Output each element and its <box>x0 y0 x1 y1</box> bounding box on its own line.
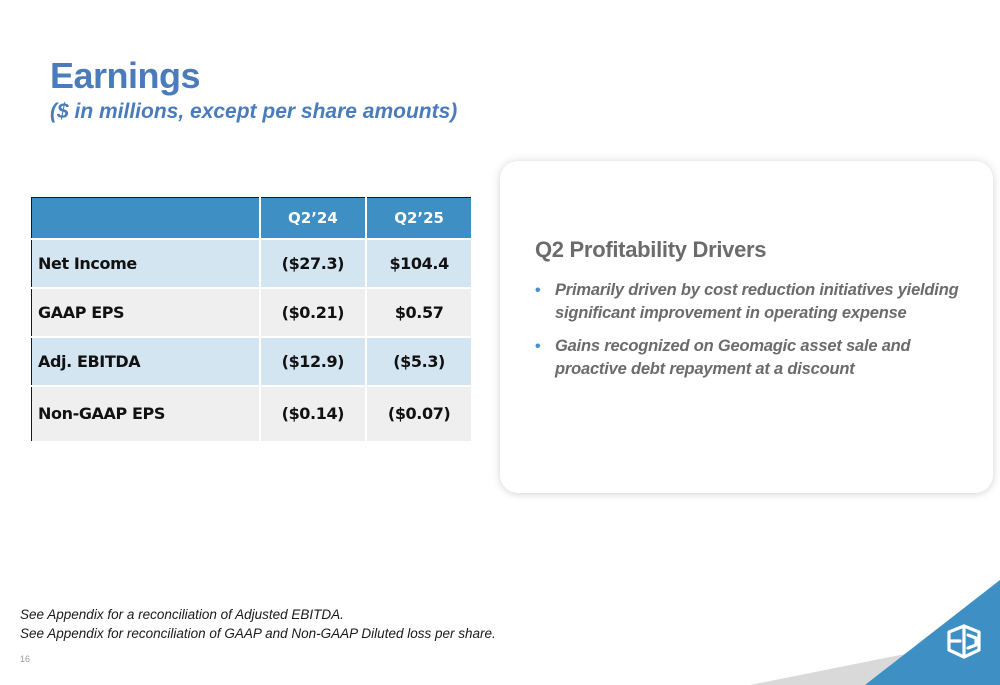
bullet-icon: • <box>535 338 541 355</box>
table-row: Net Income ($27.3) $104.4 <box>31 238 473 289</box>
corner-decoration <box>750 580 1000 685</box>
row-label: Net Income <box>31 238 261 289</box>
driver-text: Gains recognized on Geomagic asset sale … <box>555 337 911 378</box>
page-subtitle: ($ in millions, except per share amounts… <box>50 100 458 123</box>
row-label: Adj. EBITDA <box>31 336 261 387</box>
page-title: Earnings <box>50 55 201 96</box>
cell-q2-24: ($0.21) <box>259 287 368 338</box>
footnote-eps: See Appendix for reconciliation of GAAP … <box>20 626 496 641</box>
table-header-row: Q2’24 Q2’25 <box>31 197 473 240</box>
column-header-q2-25: Q2’25 <box>366 197 473 240</box>
blue-wedge <box>865 580 1000 685</box>
cell-q2-25: ($0.07) <box>366 385 473 443</box>
drivers-list: • Primarily driven by cost reduction ini… <box>535 279 975 391</box>
drivers-title: Q2 Profitability Drivers <box>535 237 767 262</box>
list-item: • Gains recognized on Geomagic asset sal… <box>535 335 975 381</box>
footnote-ebitda: See Appendix for a reconciliation of Adj… <box>20 607 344 622</box>
cell-q2-25: $104.4 <box>366 238 473 289</box>
cell-q2-24: ($0.14) <box>259 385 368 443</box>
column-header-q2-24: Q2’24 <box>259 197 368 240</box>
bullet-icon: • <box>535 282 541 299</box>
profitability-drivers-card: Q2 Profitability Drivers • Primarily dri… <box>500 161 993 493</box>
cell-q2-25: $0.57 <box>366 287 473 338</box>
cell-q2-25: ($5.3) <box>366 336 473 387</box>
row-label: Non-GAAP EPS <box>31 385 261 443</box>
page-number: 16 <box>20 654 31 664</box>
table-row: Non-GAAP EPS ($0.14) ($0.07) <box>31 385 473 443</box>
row-label: GAAP EPS <box>31 287 261 338</box>
list-item: • Primarily driven by cost reduction ini… <box>535 279 975 325</box>
driver-text: Primarily driven by cost reduction initi… <box>555 281 959 322</box>
3d-systems-logo-icon <box>947 624 981 659</box>
table-row: Adj. EBITDA ($12.9) ($5.3) <box>31 336 473 387</box>
cell-q2-24: ($27.3) <box>259 238 368 289</box>
table-row: GAAP EPS ($0.21) $0.57 <box>31 287 473 338</box>
earnings-table: Q2’24 Q2’25 Net Income ($27.3) $104.4 GA… <box>31 197 473 443</box>
column-header-label <box>31 197 261 240</box>
cell-q2-24: ($12.9) <box>259 336 368 387</box>
